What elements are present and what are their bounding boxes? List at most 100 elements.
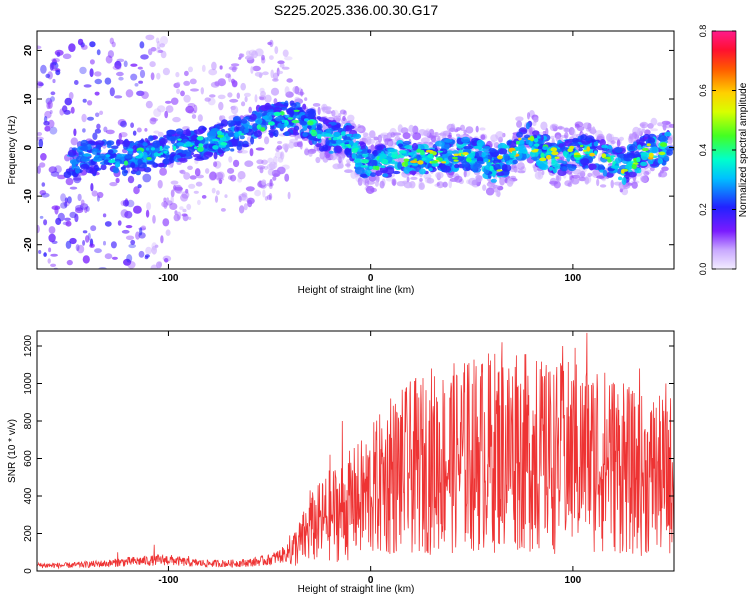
- heatmap-cell: [127, 261, 136, 269]
- colorbar-tick-label: 0.8: [698, 25, 708, 38]
- heatmap-cell: [308, 151, 313, 157]
- heatmap-cell: [418, 182, 425, 190]
- heatmap-cell: [636, 139, 641, 144]
- heatmap-cell: [165, 100, 172, 104]
- heatmap-cell: [39, 215, 44, 219]
- heatmap-cell: [118, 132, 123, 141]
- heatmap-cell: [640, 161, 648, 167]
- heatmap-cell: [591, 126, 596, 135]
- heatmap-cell: [374, 180, 379, 187]
- heatmap-cell: [648, 142, 657, 147]
- heatmap-cell: [225, 135, 230, 140]
- heatmap-cell: [37, 80, 43, 89]
- heatmap-cell: [517, 170, 526, 174]
- heatmap-cell: [650, 128, 659, 132]
- heatmap-peak: [284, 122, 288, 127]
- heatmap-peak: [529, 135, 535, 142]
- heatmap-cell: [130, 239, 136, 245]
- heatmap-peak: [177, 138, 182, 141]
- heatmap-peak: [360, 165, 369, 168]
- heatmap-cell: [64, 201, 68, 208]
- heatmap-cell: [162, 218, 170, 227]
- heatmap-cell: [170, 180, 179, 185]
- heatmap-cell: [244, 55, 254, 61]
- heatmap-cell: [237, 171, 246, 180]
- heatmap-cell: [644, 169, 652, 175]
- heatmap-cell: [486, 162, 492, 167]
- snr-y-tick-label: 1000: [23, 372, 34, 395]
- heatmap-cell: [67, 196, 72, 204]
- heatmap-cell: [375, 170, 383, 176]
- snr-x-tick-label: 0: [368, 575, 374, 586]
- heatmap-peak: [143, 159, 147, 163]
- heatmap-cell: [213, 161, 218, 168]
- heatmap-cell: [403, 181, 413, 189]
- heatmap-cell: [49, 126, 58, 135]
- heatmap-cell: [89, 41, 96, 48]
- heatmap-cell: [201, 64, 206, 72]
- heatmap-cell: [166, 129, 177, 135]
- heatmap-cell: [571, 177, 580, 185]
- heatmap-peak: [191, 142, 195, 146]
- heatmap-cell: [281, 66, 290, 70]
- heatmap-cell: [57, 174, 66, 180]
- snr-y-ticks: 0 200 400 600 800 1000 1200: [23, 334, 674, 574]
- heatmap-cell: [639, 121, 649, 129]
- heatmap-cell: [315, 156, 321, 164]
- heatmap-cell: [116, 153, 126, 158]
- heatmap-cell: [49, 62, 54, 71]
- heatmap-cell: [424, 176, 432, 184]
- heatmap-cell: [244, 96, 248, 103]
- heatmap-cell: [209, 94, 216, 98]
- heatmap-cell: [238, 195, 242, 203]
- heatmap-cell: [284, 131, 290, 137]
- heatmap-peak: [198, 143, 204, 148]
- heatmap-peak: [216, 130, 223, 136]
- heatmap-cell: [436, 182, 440, 187]
- heatmap-peak: [569, 145, 575, 150]
- heatmap-cell: [627, 171, 637, 178]
- heatmap-cell: [227, 92, 233, 98]
- heatmap-cell: [40, 64, 47, 74]
- heatmap-cell: [276, 145, 283, 150]
- heatmap-cell: [532, 121, 537, 127]
- heatmap-cell: [529, 150, 539, 158]
- heatmap-cell: [179, 169, 184, 174]
- heatmap-cell: [262, 189, 266, 198]
- heatmap-cell: [79, 66, 87, 75]
- heatmap-cell: [203, 151, 213, 158]
- heatmap-cell: [142, 173, 152, 183]
- heatmap-cell: [452, 150, 459, 155]
- heatmap-cell: [300, 88, 304, 97]
- heatmap-cell: [118, 76, 124, 81]
- heatmap-cell: [183, 80, 191, 86]
- heatmap-cell: [43, 252, 47, 257]
- heatmap-peak: [324, 133, 332, 137]
- heatmap-peak: [497, 155, 503, 160]
- heatmap-peak: [196, 136, 204, 141]
- heatmap-peak: [452, 156, 458, 160]
- heatmap-cell: [191, 114, 197, 119]
- heatmap-cell: [107, 149, 114, 154]
- spectrogram-y-tick-label: -20: [23, 237, 34, 252]
- heatmap-cell: [534, 171, 544, 180]
- heatmap-cell: [502, 144, 510, 149]
- heatmap-cell: [160, 162, 165, 167]
- heatmap-cell: [379, 180, 385, 189]
- spectrogram-y-ticks: -20 -10 0 10 20: [23, 44, 674, 252]
- heatmap-cell: [91, 190, 98, 197]
- heatmap-cell: [240, 53, 245, 58]
- heatmap-peak: [453, 153, 459, 157]
- heatmap-cell: [44, 125, 51, 132]
- heatmap-cell: [562, 161, 568, 165]
- spectrogram-x-tick-label: 0: [368, 273, 374, 284]
- heatmap-cell: [106, 144, 112, 149]
- heatmap-cell: [538, 163, 547, 170]
- heatmap-cell: [369, 130, 376, 139]
- heatmap-cell: [359, 173, 368, 178]
- heatmap-cell: [475, 160, 485, 165]
- heatmap-cell: [157, 105, 166, 113]
- heatmap-cell: [247, 199, 253, 208]
- heatmap-cell: [525, 122, 530, 130]
- spectrogram-x-tick-label: -100: [158, 273, 178, 284]
